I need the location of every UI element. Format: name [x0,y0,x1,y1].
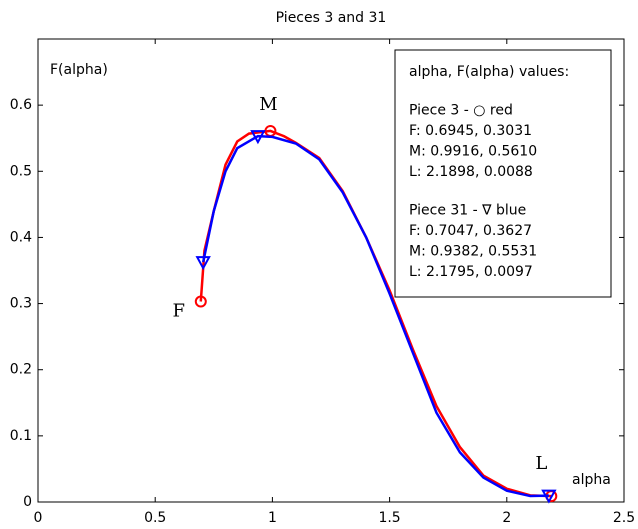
line [201,134,549,498]
y-tick-label: 0.4 [10,229,32,245]
x-axis-label: alpha [572,472,611,488]
legend-text: M: 0.9916, 0.5610 [409,144,537,160]
x-tick-label: 1 [268,510,277,526]
legend-text: F: 0.6945, 0.3031 [409,123,532,139]
y-tick-label: 0.3 [10,296,32,312]
y-tick-label: 0.5 [10,163,32,179]
legend-text: Piece 3 - ○ red [409,103,513,119]
legend-text: M: 0.9382, 0.5531 [409,244,537,260]
legend-text: alpha, F(alpha) values: [409,64,569,80]
legend-text: L: 2.1898, 0.0088 [409,164,533,180]
x-tick-label: 0 [34,510,43,526]
legend-text: Piece 31 - ∇ blue [409,203,526,219]
y-tick-label: 0.6 [10,97,32,113]
legend-text: F: 0.7047, 0.3627 [409,223,532,239]
x-tick-label: 2.5 [613,510,635,526]
x-tick-label: 1.5 [378,510,400,526]
y-axis-label: F(alpha) [50,62,108,78]
y-tick-label: 0.2 [10,362,32,378]
marker [194,295,207,308]
point-label: M [259,94,277,115]
marker [195,256,211,271]
plot-frame [37,38,625,503]
point-label: F [173,301,186,322]
chart-title: Pieces 3 and 31 [276,10,387,26]
legend-box [394,49,612,298]
point-label: L [535,453,547,474]
marker [541,489,557,504]
y-tick-label: 0.1 [10,428,32,444]
y-tick-label: 0 [23,494,32,510]
x-tick-label: 2 [502,510,511,526]
marker [250,130,266,145]
x-tick-label: 0.5 [144,510,166,526]
legend-text: L: 2.1795, 0.0097 [409,264,533,280]
